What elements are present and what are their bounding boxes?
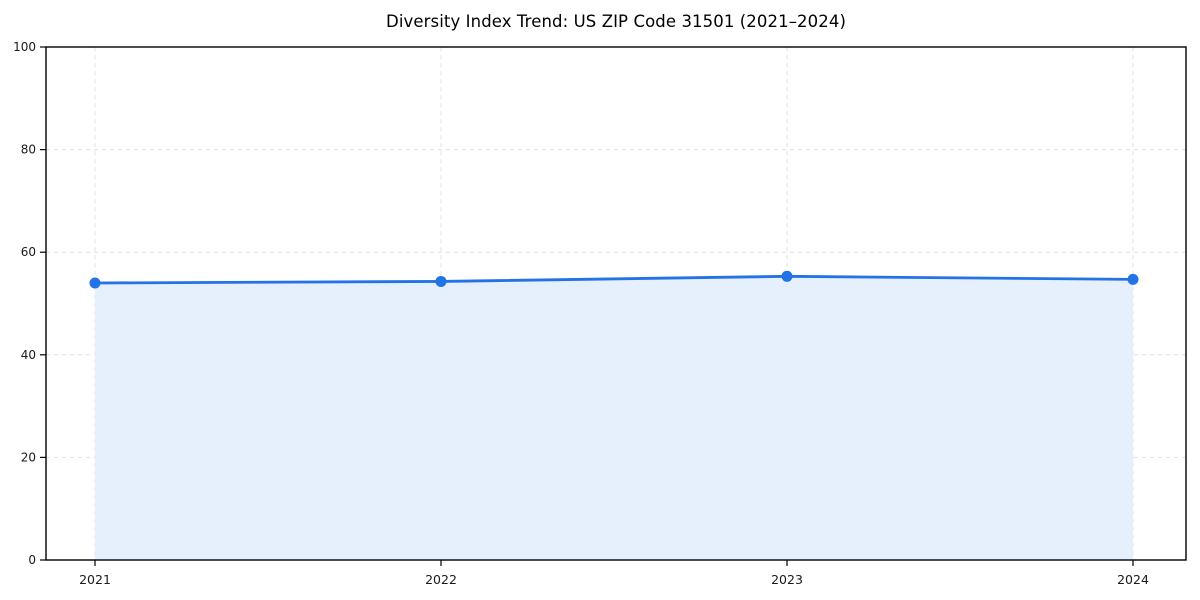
trend-line bbox=[93, 274, 1135, 285]
y-tick-label: 0 bbox=[28, 553, 36, 567]
area-fill bbox=[95, 276, 1133, 560]
chart-title: Diversity Index Trend: US ZIP Code 31501… bbox=[386, 12, 846, 31]
x-tick-label: 2024 bbox=[1117, 572, 1149, 587]
x-tick-label: 2023 bbox=[771, 572, 803, 587]
data-point-marker bbox=[1127, 273, 1139, 285]
data-point-marker bbox=[89, 277, 101, 289]
y-tick-label: 80 bbox=[21, 143, 36, 157]
y-tick-label: 100 bbox=[13, 40, 36, 54]
x-tick-label: 2021 bbox=[79, 572, 111, 587]
y-tick-label: 60 bbox=[21, 245, 36, 259]
data-point-marker bbox=[781, 270, 793, 282]
x-tick-label: 2022 bbox=[425, 572, 457, 587]
y-tick-label: 40 bbox=[21, 348, 36, 362]
data-point-marker bbox=[435, 275, 447, 287]
plot-frame bbox=[45, 46, 1187, 561]
y-tick-label: 20 bbox=[21, 450, 36, 464]
